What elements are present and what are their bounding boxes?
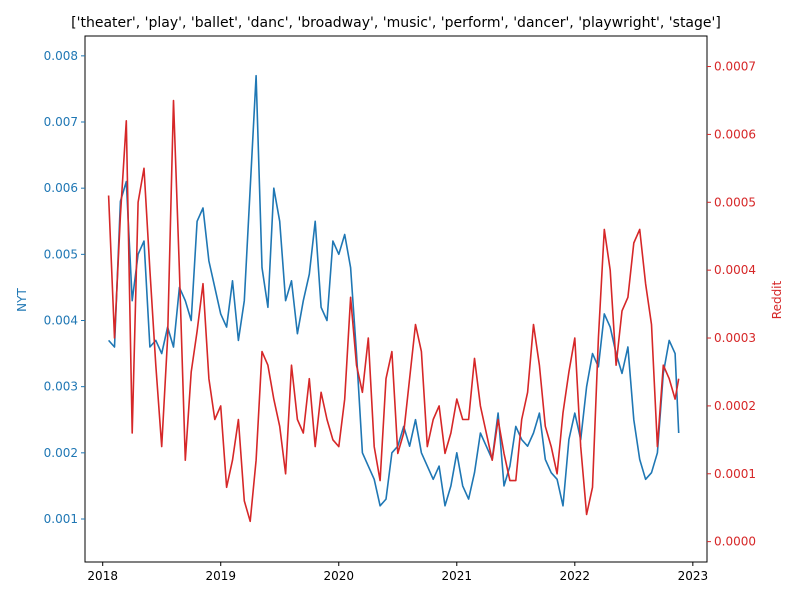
y-axis-left-label: NYT bbox=[15, 288, 29, 312]
y-left-tick-label: 0.005 bbox=[44, 247, 78, 261]
series-line-reddit bbox=[107, 99, 680, 523]
y-left-tick-label: 0.007 bbox=[44, 115, 78, 129]
x-tick-label: 2018 bbox=[87, 569, 118, 583]
y-right-tick-label: 0.0003 bbox=[714, 331, 756, 345]
y-axis-right-label: Reddit bbox=[770, 280, 784, 319]
y-left-tick-label: 0.006 bbox=[44, 181, 78, 195]
plot-frame bbox=[84, 35, 708, 563]
x-tick-label: 2022 bbox=[560, 569, 591, 583]
y-right-tick-label: 0.0002 bbox=[714, 399, 756, 413]
y-left-tick-label: 0.002 bbox=[44, 446, 78, 460]
series-line-nyt bbox=[108, 74, 680, 507]
axes: 2018 2019 2020 2021 2022 2023 0.001 0.002 0.003 0… bbox=[44, 35, 756, 583]
y-right-tick-label: 0.0007 bbox=[714, 60, 756, 74]
chart-title: ['theater', 'play', 'ballet', 'danc', 'b… bbox=[71, 15, 721, 31]
y-left-tick-label: 0.004 bbox=[44, 314, 78, 328]
x-tick-label: 2019 bbox=[205, 569, 236, 583]
x-tick-label: 2021 bbox=[442, 569, 473, 583]
x-tick-label: 2020 bbox=[323, 569, 354, 583]
plot-area bbox=[107, 74, 680, 523]
y-right-tick-label: 0.0001 bbox=[714, 467, 756, 481]
y-left-tick-label: 0.008 bbox=[44, 49, 78, 63]
y-right-tick-label: 0.0000 bbox=[714, 535, 756, 549]
y-right-tick-label: 0.0006 bbox=[714, 127, 756, 141]
y-right-tick-label: 0.0004 bbox=[714, 263, 756, 277]
y-right-tick-label: 0.0005 bbox=[714, 195, 756, 209]
x-tick-label: 2023 bbox=[678, 569, 709, 583]
y-left-tick-label: 0.001 bbox=[44, 512, 78, 526]
y-left-tick-label: 0.003 bbox=[44, 380, 78, 394]
